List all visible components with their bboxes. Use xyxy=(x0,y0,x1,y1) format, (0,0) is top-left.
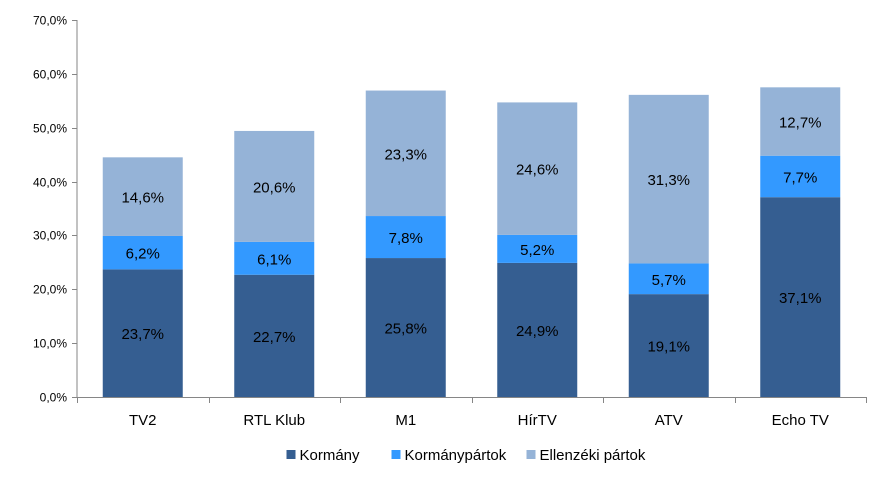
legend-swatch xyxy=(286,450,296,459)
legend-item: Ellenzéki pártok xyxy=(526,447,646,464)
y-axis: 0,0% 10,0% 20,0% 30,0% 40,0% 50,0% 60,0% 70,0% xyxy=(33,14,78,405)
y-tick-label: 40,0% xyxy=(33,176,67,190)
x-axis: TV2 RTL Klub M1 HírTV ATV Echo TV xyxy=(77,397,867,429)
y-tick-label: 60,0% xyxy=(33,68,67,82)
x-tick-label: M1 xyxy=(395,412,416,429)
y-tick-label: 10,0% xyxy=(33,337,67,351)
x-tick-label: RTL Klub xyxy=(243,412,305,429)
legend-swatch xyxy=(526,450,536,459)
legend-label: Kormánypártok xyxy=(405,447,507,464)
bar-segment xyxy=(234,130,315,242)
y-tick-label: 0,0% xyxy=(40,391,68,405)
data-label: 23,3% xyxy=(384,146,427,163)
data-label: 12,7% xyxy=(779,115,822,132)
bar-segment xyxy=(234,274,315,397)
y-tick-label: 20,0% xyxy=(33,283,67,297)
bar-segment xyxy=(760,87,841,156)
data-label: 6,2% xyxy=(126,246,160,263)
bar-segment xyxy=(497,234,578,263)
data-label: 6,1% xyxy=(257,251,291,268)
bars xyxy=(102,87,841,397)
y-tick-label: 50,0% xyxy=(33,122,67,136)
data-label: 23,7% xyxy=(121,326,164,343)
data-label: 22,7% xyxy=(253,329,296,346)
data-label: 24,9% xyxy=(516,323,559,340)
bar-segment xyxy=(628,294,709,397)
bar-segment xyxy=(760,155,841,198)
legend-item: Kormány xyxy=(286,447,361,464)
bar-segment xyxy=(102,157,183,236)
x-tick-label: HírTV xyxy=(518,412,557,429)
data-labels: 23,7% 6,2% 14,6% 22,7% 6,1% 20,6% 25,8% 7,8% 23,… xyxy=(121,115,821,356)
bar-segment xyxy=(102,235,183,270)
legend-item: Kormánypártok xyxy=(391,447,507,464)
bar-segment xyxy=(497,102,578,235)
data-label: 7,7% xyxy=(783,169,817,186)
bar-segment xyxy=(628,263,709,295)
x-tick-label: TV2 xyxy=(129,412,157,429)
data-label: 5,2% xyxy=(520,242,554,259)
data-label: 24,6% xyxy=(516,162,559,179)
legend-swatch xyxy=(391,450,401,459)
y-tick-label: 30,0% xyxy=(33,229,67,243)
bar-segment xyxy=(365,90,446,217)
bar-segment xyxy=(365,216,446,259)
x-tick-label: Echo TV xyxy=(772,412,829,429)
data-label: 37,1% xyxy=(779,290,822,307)
y-tick-label: 70,0% xyxy=(33,14,67,28)
bar-segment xyxy=(760,197,841,397)
data-label: 19,1% xyxy=(647,339,690,356)
bar-segment xyxy=(234,241,315,275)
data-label: 31,3% xyxy=(647,172,690,189)
legend-label: Ellenzéki pártok xyxy=(540,447,646,464)
bar-segment xyxy=(497,262,578,397)
legend: Kormány Kormánypártok Ellenzéki pártok xyxy=(286,447,646,464)
data-label: 14,6% xyxy=(121,190,164,207)
bar-segment xyxy=(102,269,183,397)
bar-segment xyxy=(365,258,446,397)
legend-label: Kormány xyxy=(300,447,361,464)
data-label: 25,8% xyxy=(384,321,427,338)
data-label: 5,7% xyxy=(652,272,686,289)
bar-segment xyxy=(628,94,709,264)
x-tick-label: ATV xyxy=(655,412,683,429)
data-label: 7,8% xyxy=(389,230,423,247)
data-label: 20,6% xyxy=(253,179,296,196)
